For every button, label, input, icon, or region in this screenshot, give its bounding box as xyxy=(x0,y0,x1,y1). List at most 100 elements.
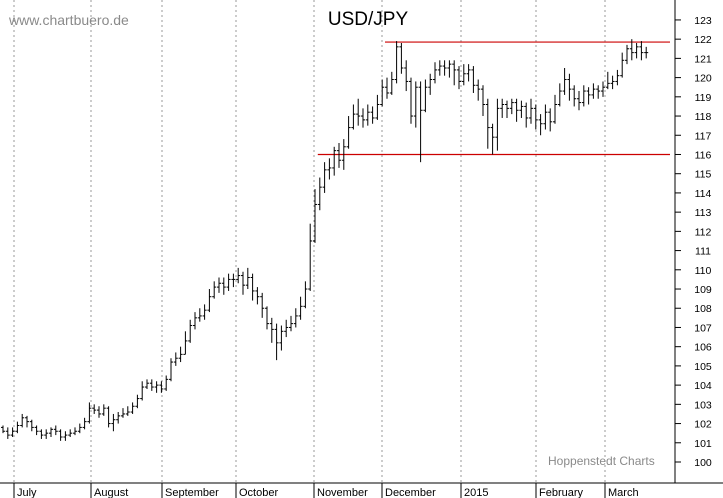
ohlc-bar xyxy=(250,273,255,301)
ohlc-bar xyxy=(615,69,620,86)
y-tick-label: 119 xyxy=(695,92,712,104)
ohlc-bar xyxy=(466,64,471,82)
ohlc-bar xyxy=(260,292,265,318)
x-tick-label: March xyxy=(608,487,639,498)
source-credit: Hoppenstedt Charts xyxy=(548,454,655,468)
ohlc-bar xyxy=(173,352,178,366)
y-tick-label: 117 xyxy=(695,130,712,142)
ohlc-bar xyxy=(116,412,121,424)
ohlc-bar xyxy=(399,43,404,74)
ohlc-bar xyxy=(629,39,634,61)
month-grid xyxy=(13,0,606,483)
ohlc-bar xyxy=(140,381,145,401)
ohlc-bar xyxy=(303,281,308,309)
ohlc-bar xyxy=(188,319,193,343)
ohlc-bar xyxy=(605,71,610,90)
ohlc-bar xyxy=(178,346,183,363)
y-tick-label: 121 xyxy=(694,53,712,65)
ohlc-bar xyxy=(524,102,529,128)
ohlc-bar xyxy=(538,114,543,136)
ohlc-bar xyxy=(471,66,476,93)
ohlc-bar xyxy=(269,317,274,343)
y-tick-label: 112 xyxy=(695,226,712,238)
ohlc-bar xyxy=(332,146,337,176)
ohlc-bar xyxy=(457,66,461,90)
ohlc-bar xyxy=(356,98,361,126)
ohlc-bar xyxy=(241,271,245,295)
ohlc-bar xyxy=(63,431,68,441)
y-tick-label: 110 xyxy=(695,265,712,277)
ohlc-bar xyxy=(418,81,423,163)
ohlc-bar xyxy=(149,379,154,391)
y-tick-label: 118 xyxy=(695,111,712,123)
ohlc-bar xyxy=(404,60,409,92)
ohlc-bar xyxy=(437,60,442,76)
ohlc-bar xyxy=(49,427,53,438)
ohlc-bar xyxy=(25,415,29,428)
ohlc-bar xyxy=(385,77,389,99)
ohlc-bar xyxy=(572,85,577,107)
y-tick-label: 114 xyxy=(695,188,712,200)
ohlc-bar xyxy=(495,98,500,151)
y-tick-label: 123 xyxy=(694,15,712,27)
ohlc-bar xyxy=(125,406,130,416)
ohlc-bar xyxy=(644,46,649,59)
ohlc-bar xyxy=(5,427,10,439)
ohlc-bar xyxy=(77,423,82,434)
resistance-support-levels xyxy=(317,41,670,156)
ohlc-bar xyxy=(202,304,207,320)
ohlc-bar xyxy=(577,91,581,111)
ohlc-bar xyxy=(481,85,485,117)
ohlc-bar xyxy=(20,413,25,428)
ohlc-bar xyxy=(44,429,49,439)
ohlc-bar xyxy=(375,94,380,120)
ohlc-bar xyxy=(111,413,116,432)
x-tick-label: October xyxy=(239,487,278,498)
ohlc-bar xyxy=(313,189,317,243)
ohlc-bar xyxy=(423,79,428,113)
ohlc-bar xyxy=(34,425,39,436)
ohlc-bar xyxy=(519,100,524,118)
ohlc-bar xyxy=(509,98,514,115)
y-tick-label: 113 xyxy=(695,207,712,219)
ohlc-bar xyxy=(92,404,97,414)
ohlc-bar xyxy=(73,427,77,436)
y-tick-label: 116 xyxy=(695,149,712,161)
ohlc-bar xyxy=(53,425,58,436)
ohlc-bar xyxy=(226,273,231,291)
y-tick-label: 104 xyxy=(694,380,712,392)
site-watermark: www.chartbuero.de xyxy=(9,12,129,28)
ohlc-bar xyxy=(389,71,394,95)
y-tick-label: 109 xyxy=(694,284,712,296)
ohlc-bar xyxy=(562,67,567,95)
ohlc-bar xyxy=(601,81,605,97)
ohlc-bar xyxy=(409,77,413,124)
ohlc-bar xyxy=(298,296,303,320)
ohlc-bar xyxy=(274,323,279,361)
ohlc-bar xyxy=(514,98,519,122)
ohlc-bar xyxy=(442,60,447,76)
ohlc-bar xyxy=(101,404,106,416)
ohlc-bar xyxy=(485,98,490,149)
ohlc-bar xyxy=(130,402,135,414)
y-tick-label: 106 xyxy=(694,342,712,354)
ohlc-bar xyxy=(625,44,629,65)
ohlc-bar xyxy=(197,308,202,322)
ohlc-bar xyxy=(15,421,20,434)
ohlc-bar xyxy=(164,375,169,391)
ohlc-bar xyxy=(428,73,433,95)
y-tick-label: 100 xyxy=(694,457,712,469)
ohlc-bar xyxy=(284,319,289,338)
ohlc-bar xyxy=(169,358,173,382)
y-tick-label: 102 xyxy=(694,419,712,431)
ohlc-bar xyxy=(29,419,34,432)
ohlc-bar xyxy=(207,289,212,313)
x-tick-label: 2015 xyxy=(464,487,488,498)
ohlc-bar xyxy=(97,406,101,418)
ohlc-bar xyxy=(610,75,615,90)
x-tick-label: November xyxy=(317,487,368,498)
ohlc-bar xyxy=(346,116,351,149)
ohlc-bar xyxy=(289,315,293,332)
ohlc-bar xyxy=(548,108,553,132)
ohlc-bar xyxy=(183,331,188,355)
